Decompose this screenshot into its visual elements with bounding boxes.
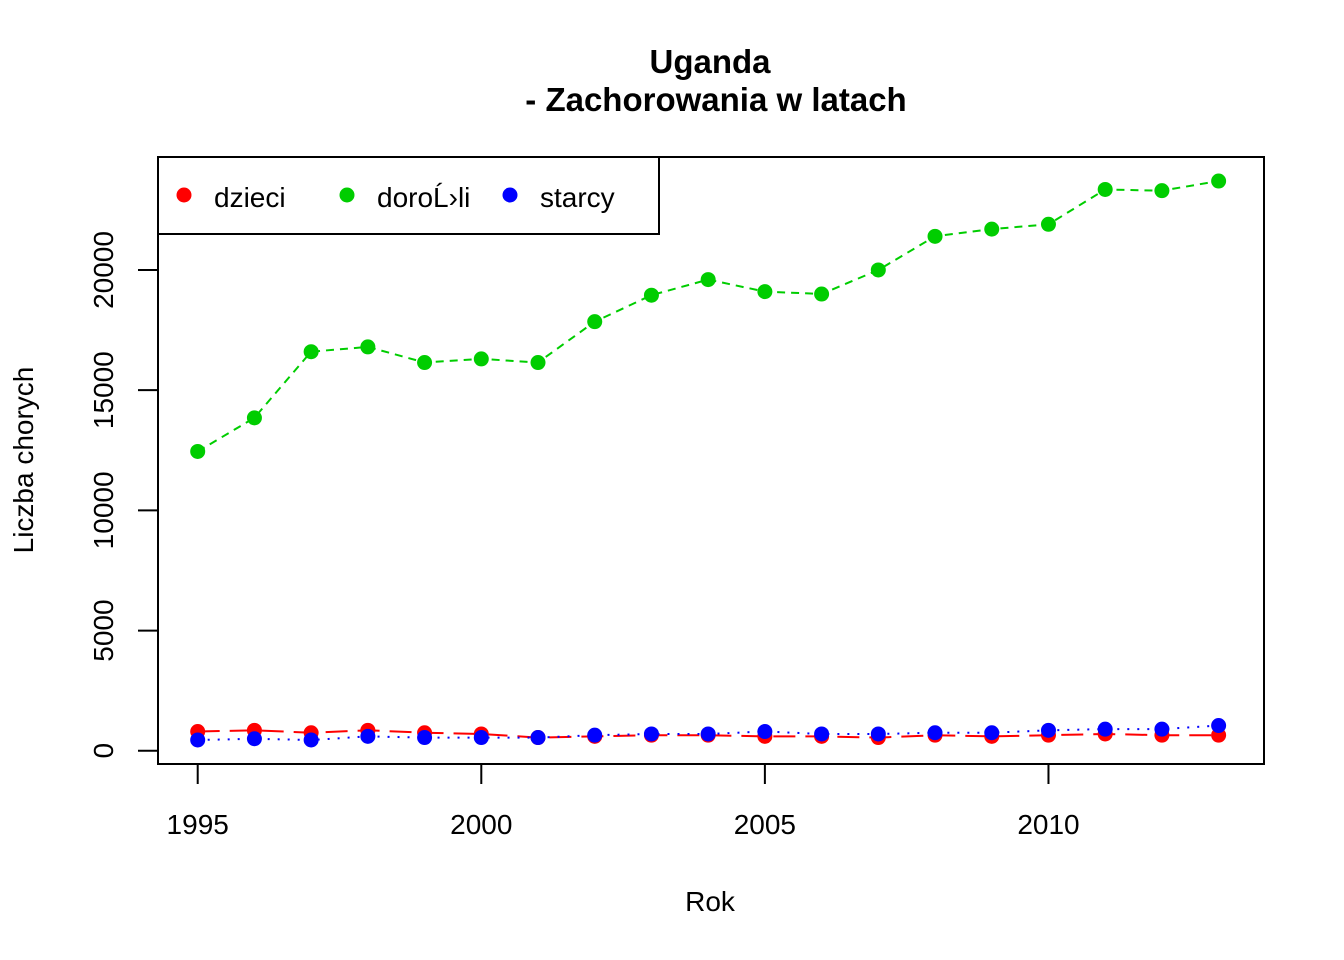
data-point: [303, 732, 319, 748]
x-tick-label: 2000: [450, 809, 512, 840]
data-point: [587, 727, 603, 743]
x-axis: 1995 2000 2005 2010: [167, 763, 1080, 840]
data-point: [927, 725, 943, 741]
y-tick-label: 10000: [88, 471, 119, 549]
data-point: [984, 725, 1000, 741]
data-point: [473, 351, 489, 367]
x-tick-label: 2005: [734, 809, 796, 840]
data-point: [360, 728, 376, 744]
data-point: [246, 731, 262, 747]
data-point: [1097, 721, 1113, 737]
y-axis: 0 5000 10000 15000 20000: [88, 231, 159, 759]
y-tick-label: 0: [88, 743, 119, 759]
y-axis-label: Liczba chorych: [8, 367, 39, 554]
x-tick-label: 1995: [167, 809, 229, 840]
data-point: [757, 284, 773, 300]
data-point: [246, 410, 262, 426]
data-point: [1040, 216, 1056, 232]
data-point: [757, 724, 773, 740]
data-point: [870, 726, 886, 742]
data-point: [870, 262, 886, 278]
data-point: [303, 344, 319, 360]
data-point: [1211, 173, 1227, 189]
series-starcy: [190, 718, 1227, 748]
data-point: [700, 272, 716, 288]
legend-box: [157, 156, 660, 235]
data-point: [360, 339, 376, 355]
data-point: [473, 730, 489, 746]
x-axis-label: Rok: [685, 886, 736, 917]
series-layer: [190, 173, 1227, 748]
series-doroĹ›li: [190, 173, 1227, 459]
data-point: [417, 730, 433, 746]
plot-frame: [157, 156, 1265, 765]
data-point: [643, 726, 659, 742]
data-point: [927, 228, 943, 244]
y-tick-label: 5000: [88, 599, 119, 661]
data-point: [417, 355, 433, 371]
legend-label: doroĹ›li: [377, 182, 470, 213]
data-point: [1211, 718, 1227, 734]
x-tick-label: 2010: [1017, 809, 1079, 840]
data-point: [1097, 181, 1113, 197]
y-tick-label: 20000: [88, 231, 119, 309]
data-point: [530, 355, 546, 371]
legend-marker: [176, 187, 192, 203]
legend: dzieci doroĹ›li starcy: [157, 156, 660, 235]
data-point: [1154, 183, 1170, 199]
data-point: [643, 287, 659, 303]
data-point: [587, 314, 603, 330]
data-point: [190, 443, 206, 459]
data-point: [1040, 722, 1056, 738]
data-point: [984, 221, 1000, 237]
chart-subtitle: - Zachorowania w latach: [525, 81, 906, 118]
data-point: [190, 732, 206, 748]
data-point: [814, 726, 830, 742]
data-point: [700, 726, 716, 742]
data-point: [814, 286, 830, 302]
legend-label: dzieci: [214, 182, 286, 213]
legend-marker: [502, 187, 518, 203]
chart-title: Uganda: [649, 43, 771, 80]
legend-label: starcy: [540, 182, 615, 213]
y-tick-label: 15000: [88, 351, 119, 429]
legend-marker: [339, 187, 355, 203]
data-point: [530, 730, 546, 746]
data-point: [1154, 721, 1170, 737]
